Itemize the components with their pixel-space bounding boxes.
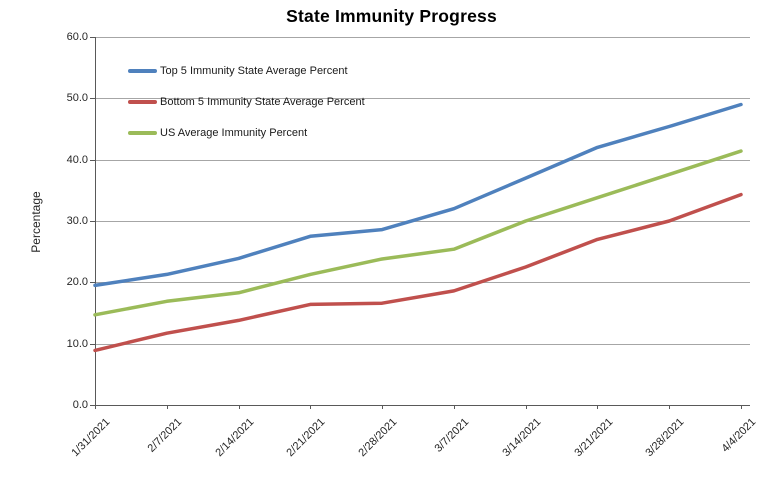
legend-line-swatch-bottom5 [128,100,157,104]
y-tick-label: 10.0 [66,337,88,350]
legend-line-swatch-top5 [128,69,157,73]
legend-label-usavg: US Average Immunity Percent [160,127,308,139]
series-line-2 [93,149,743,317]
series-line-0 [93,102,743,288]
legend-label-bottom5: Bottom 5 Immunity State Average Percent [160,96,365,108]
legend-item-usavg: US Average Immunity Percent [126,126,372,142]
chart-title: State Immunity Progress [286,6,497,26]
y-tick-label: 50.0 [66,92,88,105]
y-tick-label: 40.0 [66,153,88,166]
legend-line-swatch-usavg [128,131,157,135]
legend-item-bottom5: Bottom 5 Immunity State Average Percent [126,95,372,111]
y-tick-label: 0.0 [72,399,88,411]
series-line-1 [93,192,743,353]
y-tick-label: 30.0 [66,215,88,227]
legend-label-top5: Top 5 Immunity State Average Percent [160,65,348,77]
legend: Top 5 Immunity State Average Percent Bot… [126,64,372,144]
y-tick-label: 20.0 [66,276,88,289]
legend-item-top5: Top 5 Immunity State Average Percent [126,64,372,80]
y-tick-label: 60.0 [66,31,88,43]
